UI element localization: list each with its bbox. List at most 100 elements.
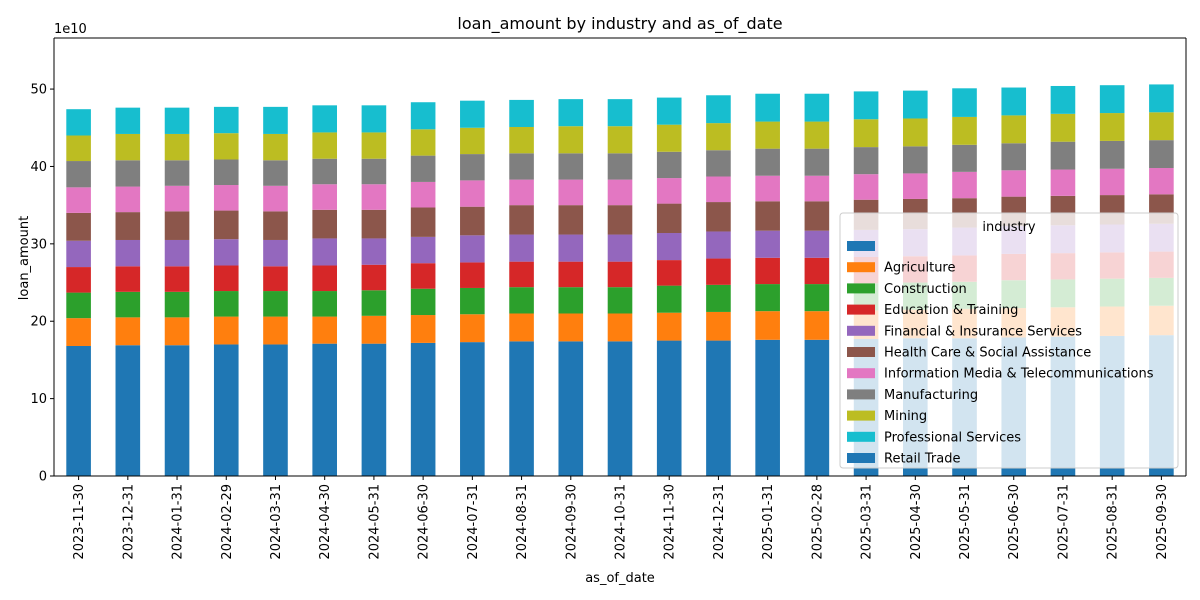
bar-segment-education-training-2024-11-30 <box>656 260 682 286</box>
bar-segment-financial-insurance-services-2024-07-31 <box>460 235 485 263</box>
bar-segment-professional-services-2024-05-31 <box>361 105 387 133</box>
chart-title: loan_amount by industry and as_of_date <box>457 14 782 34</box>
y-axis: 0 10 20 30 40 50 <box>30 38 55 485</box>
bar-segment-mining-2025-03-31 <box>853 119 879 148</box>
x-tick-label: 2024-09-30 <box>564 484 579 560</box>
y-tick-label: 0 <box>39 470 47 485</box>
bar-segment-information-media-telecommunications-2025-06-30 <box>1001 170 1027 197</box>
bar-segment-manufacturing-2023-12-31 <box>115 160 141 187</box>
x-tick-label: 2025-01-31 <box>761 484 776 560</box>
x-tick-label: 2025-02-28 <box>810 484 825 560</box>
bar-segment-construction-2024-11-30 <box>656 285 682 313</box>
bar-segment-retail-trade-2023-11-30 <box>66 345 91 476</box>
bar-segment-health-care-social-assistance-2024-04-30 <box>312 209 337 239</box>
bar-segment-professional-services-2024-09-30 <box>558 99 584 127</box>
bar-segment-information-media-telecommunications-2025-03-31 <box>853 174 879 200</box>
x-axis: 2023-11-30 2023-12-31 2024-01-31 2024-02-29… <box>54 475 1186 560</box>
bar-segment-construction-2024-02-29 <box>213 291 239 317</box>
bar-segment-manufacturing-2025-05-31 <box>952 144 977 172</box>
bar-segment-manufacturing-2025-06-30 <box>1001 143 1027 171</box>
bar-segment-professional-services-2025-05-31 <box>952 88 977 117</box>
bar-segment-mining-2024-08-31 <box>509 126 534 154</box>
x-tick-label: 2024-03-31 <box>269 484 284 560</box>
bar-segment-education-training-2024-01-31 <box>164 266 190 292</box>
bar-segment-retail-trade-2025-01-31 <box>755 339 780 476</box>
bar-segment-mining-2025-09-30 <box>1149 112 1174 141</box>
bar-segment-mining-2024-12-31 <box>706 123 731 151</box>
bar-segment-information-media-telecommunications-2025-02-28 <box>804 175 830 202</box>
bar-segment-retail-trade-2023-12-31 <box>115 345 141 476</box>
bar-segment-mining-2025-04-30 <box>903 118 928 147</box>
bar-segment-mining-2025-07-31 <box>1050 113 1076 142</box>
bar-segment-manufacturing-2024-09-30 <box>558 153 584 180</box>
x-tick-label: 2024-04-30 <box>318 484 333 560</box>
legend-frame <box>839 212 1179 469</box>
bar-segment-education-training-2024-03-31 <box>263 266 288 292</box>
bar-segment-health-care-social-assistance-2024-11-30 <box>656 203 682 234</box>
legend-swatch-health-care-social-assistance <box>847 347 875 357</box>
bar-segment-retail-trade-2024-11-30 <box>656 340 682 476</box>
bar-segment-construction-2024-10-31 <box>607 287 633 314</box>
bar-segment-construction-2024-12-31 <box>706 284 731 312</box>
legend-swatch-agriculture <box>847 262 875 273</box>
bar-segment-manufacturing-2024-10-31 <box>607 153 633 180</box>
bar-segment-construction-2024-08-31 <box>509 287 534 314</box>
bar-segment-retail-trade-2024-10-31 <box>607 341 633 476</box>
bar-segment-retail-trade-2024-01-31 <box>164 345 190 476</box>
legend: industry Agriculture Construction Educatio… <box>839 212 1179 469</box>
legend-swatch-manufacturing <box>847 389 875 400</box>
legend-label-agriculture: Agriculture <box>884 261 956 276</box>
bar-segment-manufacturing-2024-07-31 <box>460 154 485 181</box>
bar-segment-financial-insurance-services-2024-04-30 <box>312 238 337 266</box>
bar-segment-manufacturing-2024-11-30 <box>656 151 682 179</box>
bar-segment-agriculture-2024-04-30 <box>312 316 337 344</box>
legend-swatch-mining <box>847 410 875 421</box>
bar-segment-agriculture-2024-05-31 <box>361 315 387 344</box>
legend-swatch-retail-trade <box>847 453 875 463</box>
bar-segment-education-training-2025-02-28 <box>804 257 830 285</box>
x-tick-label: 2025-09-30 <box>1155 484 1170 560</box>
bar-segment-agriculture-2024-09-30 <box>558 313 584 342</box>
bar-segment-professional-services-2025-02-28 <box>804 93 830 122</box>
bar-segment-health-care-social-assistance-2023-12-31 <box>115 212 141 240</box>
x-tick-label: 2024-10-31 <box>614 484 629 560</box>
legend-label-construction: Construction <box>884 282 967 297</box>
bar-segment-construction-2024-05-31 <box>361 290 387 316</box>
bar-segment-financial-insurance-services-2025-01-31 <box>755 230 780 258</box>
legend-swatch-construction <box>847 283 875 294</box>
bar-segment-retail-trade-2024-02-29 <box>213 344 239 476</box>
x-tick-label: 2024-08-31 <box>515 484 530 560</box>
bar-segment-mining-2024-01-31 <box>164 133 190 161</box>
y-axis-offset-label: 1e10 <box>54 22 87 37</box>
bar-segment-mining-2024-05-31 <box>361 132 387 159</box>
bar-segment-health-care-social-assistance-2025-01-31 <box>755 201 780 231</box>
bar-segment-agriculture-2025-02-28 <box>804 311 830 340</box>
bar-segment-agriculture-2024-12-31 <box>706 311 731 341</box>
bar-segment-financial-insurance-services-2025-02-28 <box>804 230 830 258</box>
bar-segment-information-media-telecommunications-2025-08-31 <box>1099 168 1125 196</box>
bar-segment-professional-services-2024-04-30 <box>312 105 337 133</box>
bar-segment-construction-2024-09-30 <box>558 287 584 314</box>
bar-segment-professional-services-2025-04-30 <box>903 90 928 119</box>
bar-segment-information-media-telecommunications-2023-11-30 <box>66 187 91 213</box>
bar-segment-construction-2024-04-30 <box>312 291 337 317</box>
bar-segment-agriculture-2024-01-31 <box>164 317 190 346</box>
bar-segment-mining-2024-09-30 <box>558 126 584 154</box>
bar-segment-information-media-telecommunications-2024-03-31 <box>263 185 288 212</box>
bar-segment-information-media-telecommunications-2024-04-30 <box>312 184 337 210</box>
bar-segment-agriculture-2024-08-31 <box>509 313 534 342</box>
bar-segment-construction-2024-06-30 <box>410 288 436 316</box>
bar-segment-manufacturing-2025-09-30 <box>1149 140 1174 169</box>
bar-segment-financial-insurance-services-2024-01-31 <box>164 239 190 267</box>
legend-label-information-media-telecommunications: Information Media & Telecommunications <box>884 367 1154 382</box>
bar-segment-manufacturing-2024-02-29 <box>213 159 239 186</box>
bar-segment-manufacturing-2024-08-31 <box>509 153 534 180</box>
y-axis-label: loan_amount <box>17 216 32 300</box>
bar-segment-education-training-2024-05-31 <box>361 264 387 291</box>
x-tick-label: 2023-12-31 <box>121 484 136 560</box>
x-tick-label: 2025-07-31 <box>1056 484 1071 560</box>
bar-segment-financial-insurance-services-2024-03-31 <box>263 239 288 267</box>
bar-segment-information-media-telecommunications-2024-08-31 <box>509 179 534 206</box>
bar-segment-education-training-2024-12-31 <box>706 258 731 285</box>
